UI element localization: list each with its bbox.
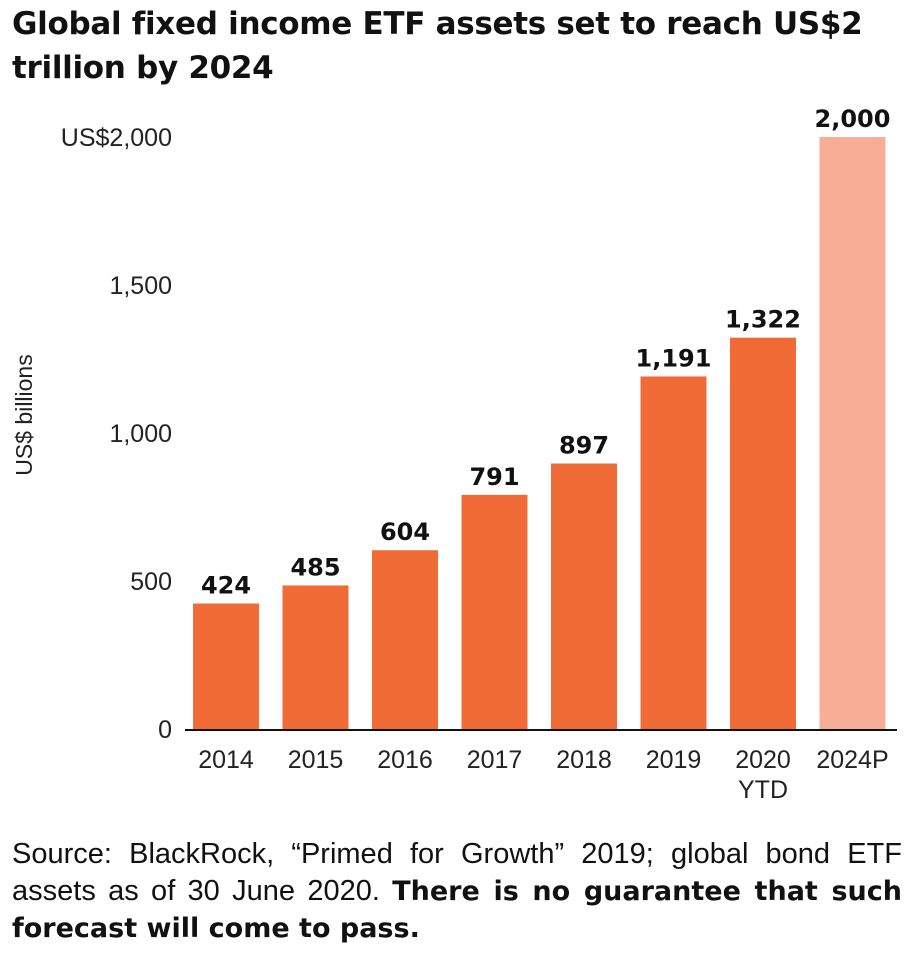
x-tick-label: 2014: [198, 746, 254, 774]
x-tick-label: 2019: [646, 746, 702, 774]
value-label: 485: [290, 553, 340, 581]
x-tick-label: 2024P: [816, 746, 888, 774]
source-text: Source: BlackRock, “Primed for Growth” 2…: [12, 838, 902, 907]
x-axis-ticks: 2014 2015 2016 2017 2018 2019 2020 YTD 2024P: [198, 746, 888, 804]
source-note: Source: BlackRock, “Primed for Growth” 2…: [12, 836, 902, 947]
value-label: 424: [201, 571, 251, 599]
x-tick-label: 2020 YTD: [735, 746, 791, 804]
y-axis-ticks: 0 500 1,000 1,500 US$2,000: [61, 124, 172, 744]
bar-2024p: [819, 137, 886, 729]
chart-title: Global fixed income ETF assets set to re…: [12, 6, 863, 86]
x-tick-label: 2018: [556, 746, 612, 774]
value-label: 897: [559, 431, 609, 459]
bar-2018: [551, 463, 617, 729]
bar-2016: [372, 550, 438, 729]
x-tick-label: 2017: [467, 746, 523, 774]
y-tick-label: 1,000: [109, 420, 172, 448]
y-tick-label: 1,500: [109, 272, 172, 300]
value-label: 791: [469, 463, 519, 491]
bar-2020-ytd: [730, 337, 796, 729]
y-tick-label: 500: [130, 568, 172, 596]
bar-2019: [640, 376, 707, 729]
x-tick-label: 2015: [288, 746, 344, 774]
bar-2017: [461, 494, 528, 729]
value-label: 1,322: [725, 306, 801, 334]
value-label: 2,000: [815, 105, 891, 133]
y-tick-label: 0: [158, 716, 172, 744]
value-label: 1,191: [636, 344, 712, 372]
source-disclaimer: There is no guarantee that such forecast…: [12, 876, 902, 944]
y-tick-label: US$2,000: [61, 124, 172, 152]
y-axis-label: US$ billions: [11, 354, 37, 475]
bar-2014: [193, 603, 259, 729]
x-tick-label: 2016: [377, 746, 433, 774]
value-labels: 424 485 604 791 897 1,191 1,322 2,000: [201, 105, 891, 599]
bar-2015: [282, 585, 349, 729]
bars: [193, 137, 886, 729]
value-label: 604: [380, 518, 430, 546]
